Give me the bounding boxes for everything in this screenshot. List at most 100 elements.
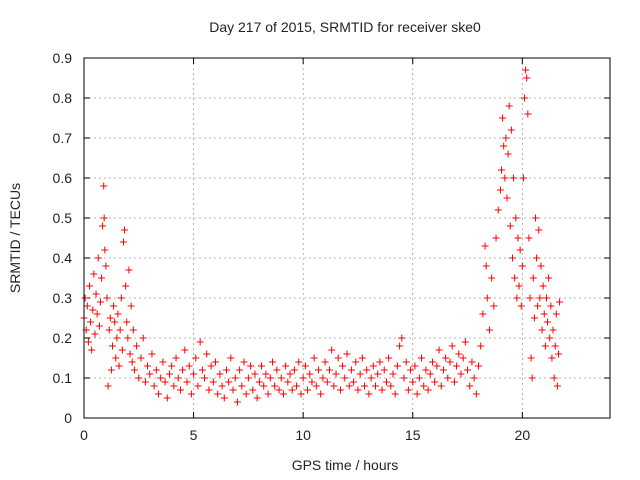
data-point <box>511 274 519 282</box>
data-point <box>352 358 360 366</box>
data-point <box>356 370 364 378</box>
data-point <box>328 346 336 354</box>
data-point <box>517 302 525 310</box>
data-point <box>107 366 115 374</box>
data-point <box>431 378 439 386</box>
data-point <box>541 342 549 350</box>
data-point <box>521 94 529 102</box>
data-point <box>122 282 130 290</box>
data-point <box>125 266 133 274</box>
data-point <box>240 358 248 366</box>
data-point <box>258 362 266 370</box>
data-point <box>363 366 371 374</box>
data-point <box>179 366 187 374</box>
data-point <box>538 326 546 334</box>
data-point <box>516 246 524 254</box>
data-point <box>286 370 294 378</box>
y-tick-label: 0.6 <box>53 170 73 186</box>
data-point <box>428 358 436 366</box>
data-point <box>319 374 327 382</box>
data-point <box>308 378 316 386</box>
data-point <box>100 214 108 222</box>
data-point <box>114 310 122 318</box>
x-tick-label: 10 <box>295 427 311 443</box>
data-point <box>554 350 562 358</box>
data-point <box>453 362 461 370</box>
data-point <box>227 354 235 362</box>
data-point <box>459 354 467 362</box>
chart-title: Day 217 of 2015, SRMTID for receiver ske… <box>209 19 481 35</box>
data-point <box>498 166 506 174</box>
data-point <box>477 342 485 350</box>
data-point <box>163 394 171 402</box>
data-point <box>115 362 123 370</box>
data-point <box>391 390 399 398</box>
data-point <box>485 326 493 334</box>
data-point <box>201 374 209 382</box>
data-point <box>402 358 410 366</box>
data-point <box>371 382 379 390</box>
data-point <box>531 214 539 222</box>
data-point <box>548 354 556 362</box>
data-point <box>103 294 111 302</box>
data-point <box>284 378 292 386</box>
data-point <box>513 294 521 302</box>
data-point <box>95 322 103 330</box>
data-point <box>225 378 233 386</box>
data-point <box>502 134 510 142</box>
data-point <box>104 382 112 390</box>
data-point <box>499 114 507 122</box>
data-point <box>321 358 329 366</box>
data-point <box>315 366 323 374</box>
x-axis-ticks: 0 5 10 15 20 <box>80 58 530 443</box>
data-point <box>468 358 476 366</box>
data-point <box>91 330 99 338</box>
data-point <box>336 386 344 394</box>
data-point <box>389 370 397 378</box>
data-point <box>165 370 173 378</box>
data-point <box>411 362 419 370</box>
data-point <box>271 382 279 390</box>
data-point <box>203 350 211 358</box>
data-point <box>317 390 325 398</box>
data-point <box>181 346 189 354</box>
data-point <box>176 386 184 394</box>
data-point <box>205 386 213 394</box>
data-point <box>196 338 204 346</box>
data-point <box>393 362 401 370</box>
data-point <box>299 374 307 382</box>
data-point <box>529 274 537 282</box>
data-point <box>111 318 119 326</box>
data-point <box>500 142 508 150</box>
data-point <box>482 262 490 270</box>
data-point <box>479 310 487 318</box>
data-point <box>544 318 552 326</box>
data-point <box>185 362 193 370</box>
data-point <box>242 390 250 398</box>
data-point <box>90 270 98 278</box>
data-point <box>123 318 131 326</box>
data-point <box>100 182 108 190</box>
data-point <box>343 350 351 358</box>
data-point <box>546 334 554 342</box>
data-point <box>99 222 107 230</box>
data-point <box>101 246 109 254</box>
data-point <box>293 382 301 390</box>
y-axis-label: SRMTID / TECUs <box>7 183 23 293</box>
data-point <box>174 374 182 382</box>
x-axis-label: GPS time / hours <box>292 457 399 473</box>
data-point <box>129 326 137 334</box>
data-point <box>490 302 498 310</box>
data-point <box>161 378 169 386</box>
data-point <box>466 382 474 390</box>
data-point <box>194 382 202 390</box>
data-point <box>536 294 544 302</box>
data-point <box>545 274 553 282</box>
data-point <box>88 346 96 354</box>
data-point <box>345 382 353 390</box>
data-point <box>437 382 445 390</box>
data-point <box>266 374 274 382</box>
data-point <box>512 214 520 222</box>
data-point <box>304 386 312 394</box>
data-point <box>387 382 395 390</box>
